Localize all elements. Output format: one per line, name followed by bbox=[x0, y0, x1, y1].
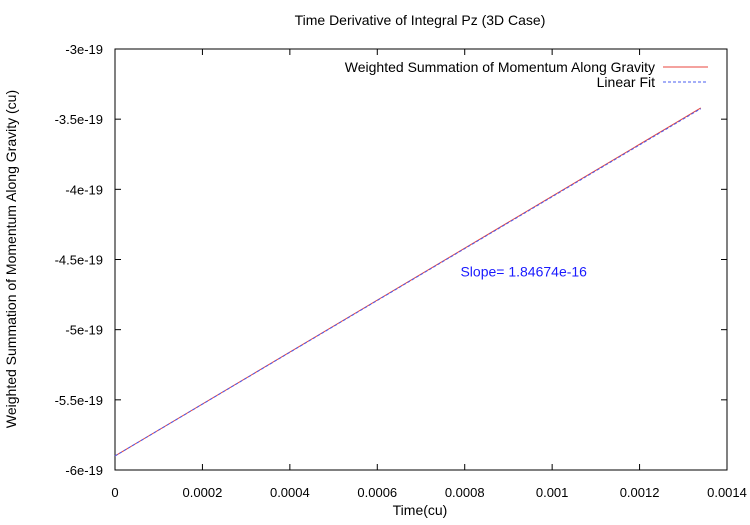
plot-area bbox=[114, 48, 728, 471]
legend: Weighted Summation of Momentum Along Gra… bbox=[345, 59, 708, 90]
y-tick-label: -6e-19 bbox=[65, 463, 103, 478]
legend-label: Linear Fit bbox=[597, 74, 655, 90]
y-tick-label: -4.5e-19 bbox=[55, 253, 103, 268]
x-tick-label: 0.0008 bbox=[445, 485, 485, 500]
legend-label: Weighted Summation of Momentum Along Gra… bbox=[345, 59, 655, 75]
series-layer bbox=[114, 107, 702, 457]
x-tick-label: 0.0004 bbox=[270, 485, 310, 500]
y-tick-label: -4e-19 bbox=[65, 182, 103, 197]
x-axis-title: Time(cu) bbox=[393, 502, 448, 518]
y-axis: -6e-19 -5.5e-19 -5e-19 -4.5e-19 -4e-19 -3.5e-… bbox=[55, 42, 727, 478]
x-tick-label: 0.0014 bbox=[707, 485, 747, 500]
x-tick-label: 0.0002 bbox=[183, 485, 223, 500]
slope-annotation: Slope= 1.84674e-16 bbox=[460, 263, 587, 279]
y-tick-label: -5.5e-19 bbox=[55, 393, 103, 408]
x-axis: 0 0.0002 0.0004 0.0006 0.0008 0.001 0.0012 0.00… bbox=[111, 49, 747, 500]
x-tick-label: 0.001 bbox=[536, 485, 569, 500]
chart-title: Time Derivative of Integral Pz (3D Case) bbox=[295, 12, 546, 28]
x-tick-label: 0 bbox=[111, 485, 118, 500]
x-tick-label: 0.0006 bbox=[357, 485, 397, 500]
annotations: Slope= 1.84674e-16 bbox=[460, 263, 587, 279]
plot-frame bbox=[114, 48, 728, 471]
y-tick-label: -5e-19 bbox=[65, 323, 103, 338]
y-axis-title: Weighted Summation of Momentum Along Gra… bbox=[3, 90, 19, 428]
y-tick-label: -3e-19 bbox=[65, 42, 103, 57]
y-tick-label: -3.5e-19 bbox=[55, 112, 103, 127]
x-tick-label: 0.0012 bbox=[620, 485, 660, 500]
series-line-2 bbox=[114, 108, 702, 457]
